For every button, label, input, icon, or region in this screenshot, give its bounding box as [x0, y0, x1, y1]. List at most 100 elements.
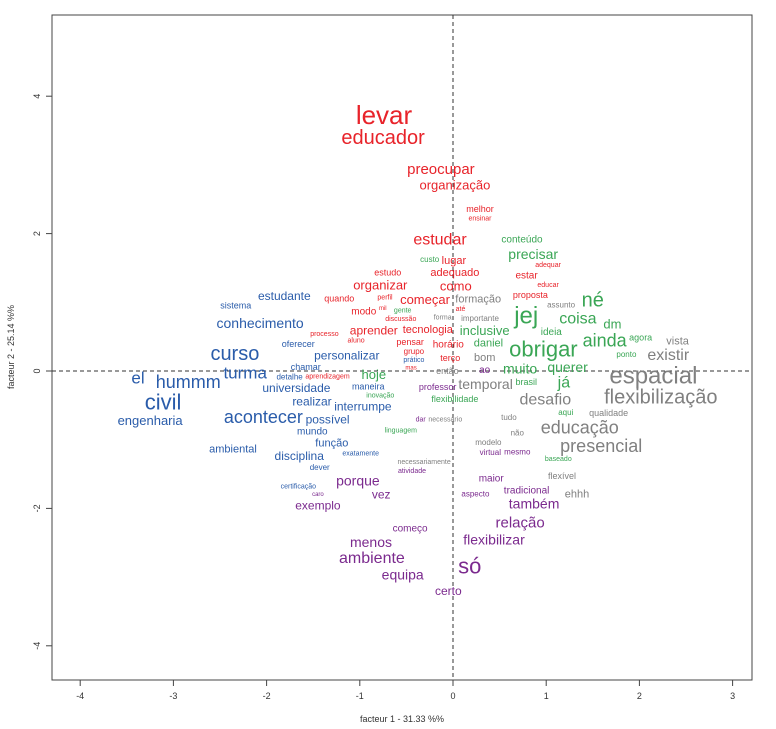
word-point-green: ideia — [541, 327, 563, 338]
word-point-gray: assunto — [547, 301, 576, 310]
word-point-green: hoje — [362, 367, 387, 382]
word-point-red: estar — [515, 270, 538, 281]
word-point-gray: tudo — [501, 413, 517, 422]
word-point-gray: bom — [474, 352, 495, 364]
word-point-red: mas — [405, 366, 416, 372]
word-point-gray: necessário — [428, 416, 462, 423]
word-point-red: estudo — [374, 267, 401, 277]
word-point-red: levar — [356, 100, 413, 130]
word-point-blue: engenharia — [118, 413, 184, 428]
word-point-gray: então — [436, 366, 459, 376]
word-point-red: terço — [440, 353, 460, 363]
word-point-red: até — [456, 306, 466, 313]
y-tick-label: 4 — [32, 94, 42, 99]
word-point-blue: realizar — [292, 394, 331, 408]
word-point-green: conteúdo — [501, 234, 543, 245]
word-point-blue: curso — [210, 343, 259, 365]
word-point-green: querer — [547, 359, 588, 375]
word-point-green: baseado — [545, 456, 572, 463]
word-point-purple: começo — [393, 524, 428, 535]
word-point-purple: mesmo — [504, 448, 531, 457]
word-point-green: coisa — [559, 310, 596, 327]
word-point-red: organização — [419, 177, 490, 192]
word-point-green: flexibilidade — [431, 394, 478, 404]
word-point-blue: civil — [145, 390, 182, 415]
word-point-purple: maior — [479, 474, 505, 485]
word-point-green: linguagem — [385, 427, 417, 434]
word-point-blue: dever — [310, 463, 330, 472]
x-tick-label: -4 — [76, 691, 84, 701]
word-point-purple: tradicional — [504, 485, 550, 496]
word-point-red: adequado — [430, 267, 479, 279]
word-point-blue: certificação — [281, 484, 317, 491]
word-point-red: adequar — [535, 262, 561, 269]
word-point-green: brasil — [515, 377, 537, 387]
word-point-red: horário — [433, 339, 465, 350]
x-tick-label: 2 — [637, 691, 642, 701]
y-tick-label: -4 — [32, 642, 42, 650]
word-point-gray: vista — [666, 336, 690, 348]
x-tick-label: 0 — [450, 691, 455, 701]
word-point-red: modo — [351, 306, 376, 317]
word-point-gray: existir — [647, 347, 689, 364]
word-point-purple: equipa — [382, 567, 424, 583]
word-point-green: ponto — [616, 350, 637, 359]
word-point-purple: dar — [416, 416, 427, 423]
x-tick-label: -3 — [169, 691, 177, 701]
word-point-green: já — [557, 374, 571, 391]
y-tick-label: 2 — [32, 231, 42, 236]
word-point-green: inclusive — [460, 323, 510, 338]
word-point-gray: flexível — [548, 471, 576, 481]
word-point-blue: detalhe — [276, 372, 303, 381]
word-point-purple: porque — [336, 472, 380, 488]
word-point-red: como — [440, 278, 472, 293]
word-point-blue: prático — [403, 357, 424, 364]
y-axis-label: facteur 2 - 25.14 %% — [6, 305, 16, 389]
word-point-purple: só — [458, 554, 481, 579]
plot-frame — [51, 14, 753, 681]
word-point-green: gente — [394, 307, 412, 314]
word-point-red: aprendizagem — [305, 374, 350, 381]
word-point-purple: vez — [372, 488, 391, 502]
word-point-purple: relação — [495, 514, 544, 531]
word-point-red: proposta — [513, 290, 548, 300]
word-point-green: ainda — [583, 331, 628, 351]
word-point-blue: universidade — [262, 381, 330, 395]
word-point-green: custo — [420, 255, 440, 264]
word-point-purple: professor — [419, 382, 457, 392]
word-point-red: educar — [537, 282, 559, 289]
word-point-blue: conhecimento — [217, 315, 304, 331]
word-point-red: aluno — [348, 338, 365, 345]
word-point-green: dm — [603, 317, 621, 332]
word-point-red: quando — [324, 294, 354, 304]
word-point-purple: certo — [435, 584, 462, 598]
word-point-green: obrigar — [509, 337, 577, 362]
word-point-red: começar — [400, 292, 451, 307]
word-point-red: educador — [341, 127, 425, 149]
word-point-green: daniel — [474, 338, 503, 350]
word-point-red: estudar — [413, 231, 467, 248]
word-point-blue: ambiental — [209, 443, 257, 455]
word-point-blue: função — [315, 438, 348, 450]
word-point-blue: possível — [306, 413, 350, 427]
word-point-green: jej — [513, 303, 538, 330]
reference-lines — [52, 15, 752, 680]
word-point-blue: el — [131, 368, 144, 387]
word-point-gray: importante — [461, 314, 499, 323]
word-point-gray: flexibilização — [604, 387, 717, 409]
word-point-green: né — [582, 289, 604, 311]
word-point-red: aprender — [350, 323, 398, 337]
word-points: levareducadorpreocuparorganizaçãomelhore… — [118, 100, 718, 598]
word-point-purple: atividade — [398, 468, 426, 475]
word-point-red: pensar — [396, 337, 424, 347]
word-point-green: inovação — [366, 393, 394, 400]
word-point-blue: mundo — [297, 426, 328, 437]
word-point-blue: hummm — [156, 372, 221, 392]
word-point-blue: disciplina — [275, 449, 325, 463]
word-point-red: processo — [310, 331, 339, 338]
word-point-green: precisar — [508, 246, 558, 262]
word-point-blue: turma — [223, 363, 267, 382]
y-axis: -4 -2 0 2 4 — [32, 94, 52, 650]
word-point-red: grupo — [404, 347, 425, 356]
